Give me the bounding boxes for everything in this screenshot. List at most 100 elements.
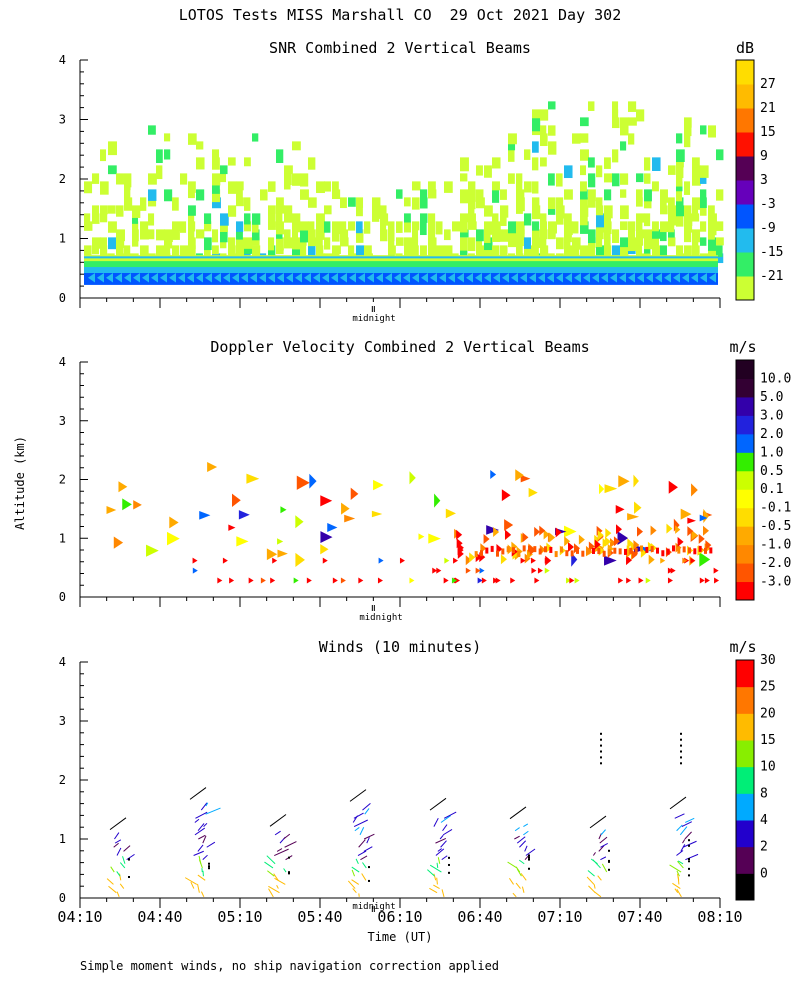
snr-cell — [564, 245, 573, 258]
snr-cell — [676, 165, 684, 179]
snr-cell — [636, 109, 645, 122]
velocity-cell — [626, 577, 632, 584]
snr-band — [84, 256, 718, 259]
snr-cell — [308, 221, 315, 232]
snr-cell — [428, 213, 436, 223]
velocity-cell — [436, 567, 442, 574]
wind-barb — [198, 834, 206, 840]
wind-barb — [189, 787, 207, 800]
colorbar-frame — [735, 59, 755, 301]
snr-cell — [460, 157, 469, 172]
snr-cell — [268, 237, 275, 251]
snr-cell — [376, 273, 383, 283]
snr-cell — [92, 245, 99, 255]
snr-cell — [652, 229, 661, 239]
snr-cell — [636, 189, 643, 202]
snr-cell — [508, 149, 515, 162]
colorbar-swatch — [736, 820, 754, 848]
colorbar-label: 15 — [760, 125, 776, 140]
snr-cell — [460, 173, 468, 182]
velocity-cell — [645, 546, 649, 553]
snr-cell — [108, 165, 117, 175]
snr-cell — [676, 197, 684, 206]
snr-cell — [540, 245, 549, 256]
y-tick-label: 3 — [59, 414, 66, 428]
snr-heatmap — [84, 101, 724, 285]
snr-cell — [604, 157, 611, 169]
snr-cell — [540, 125, 547, 134]
snr-cell — [244, 213, 251, 225]
velocity-cell — [146, 544, 159, 557]
colorbar-label: 10 — [760, 760, 776, 775]
snr-cell — [700, 205, 707, 216]
snr-cell — [508, 221, 517, 234]
snr-cell — [304, 273, 311, 283]
winds-axes: 0 1 2 3 4 04:10 04:40 05:10 05:40 06:10 06:40 07:10… — [57, 655, 742, 926]
snr-cell — [572, 133, 581, 144]
snr-cell — [644, 237, 653, 250]
snr-cell — [460, 213, 469, 223]
snr-cell — [276, 221, 284, 235]
velocity-cell — [602, 538, 609, 549]
snr-cell — [644, 197, 652, 209]
velocity-cell — [293, 577, 299, 584]
snr-cell — [668, 197, 675, 209]
velocity-cell — [597, 548, 601, 555]
wind-barb — [126, 853, 135, 861]
snr-cell — [612, 173, 620, 187]
velocity-cell — [266, 548, 278, 561]
velocity-cell — [634, 501, 642, 514]
wind-barb — [113, 842, 119, 848]
velocity-cell — [560, 546, 563, 553]
velocity-cell — [485, 547, 489, 554]
velocity-cell — [531, 567, 537, 574]
snr-cell — [637, 273, 644, 283]
snr-cell — [564, 237, 571, 252]
snr-cell — [684, 117, 692, 128]
snr-cell — [524, 181, 532, 193]
wind-barb — [441, 855, 448, 861]
colorbar-swatch — [736, 156, 754, 181]
wind-barb — [110, 866, 115, 873]
snr-cell — [439, 273, 446, 283]
snr-cell — [188, 205, 196, 216]
velocity-cell — [534, 526, 541, 537]
wind-barb — [363, 846, 373, 852]
snr-cell — [348, 197, 356, 207]
wind-marker — [528, 854, 530, 857]
velocity-cell — [687, 526, 694, 537]
wind-marker — [680, 750, 682, 753]
velocity-cell — [456, 538, 463, 549]
snr-cell — [300, 229, 309, 243]
snr-cell — [88, 273, 95, 283]
wind-barb — [525, 848, 536, 856]
snr-cell — [700, 173, 707, 184]
wind-barb — [676, 888, 682, 898]
snr-cell — [652, 157, 661, 171]
wind-marker — [288, 856, 290, 859]
wind-barb — [509, 878, 514, 885]
snr-cell — [644, 229, 653, 240]
y-tick-label: 2 — [59, 473, 66, 487]
snr-cell — [84, 181, 93, 194]
velocity-cell — [528, 487, 538, 498]
snr-cell — [664, 273, 671, 283]
snr-cell — [580, 205, 589, 217]
snr-cell — [676, 157, 684, 168]
velocity-cell — [260, 577, 266, 584]
snr-cell — [628, 133, 635, 145]
wind-barb — [514, 827, 520, 832]
snr-cell — [244, 157, 251, 167]
velocity-cell — [358, 577, 364, 584]
snr-cell — [300, 173, 309, 187]
snr-cell — [316, 221, 325, 234]
velocity-cell — [661, 550, 665, 557]
snr-cell — [220, 213, 229, 226]
wind-marker — [608, 868, 610, 871]
colorbar-label: 25 — [760, 680, 776, 695]
wind-barb — [366, 837, 370, 844]
wind-barb — [601, 863, 608, 873]
velocity-cell — [703, 508, 709, 524]
velocity-cell — [608, 549, 611, 556]
snr-cell — [484, 165, 492, 178]
